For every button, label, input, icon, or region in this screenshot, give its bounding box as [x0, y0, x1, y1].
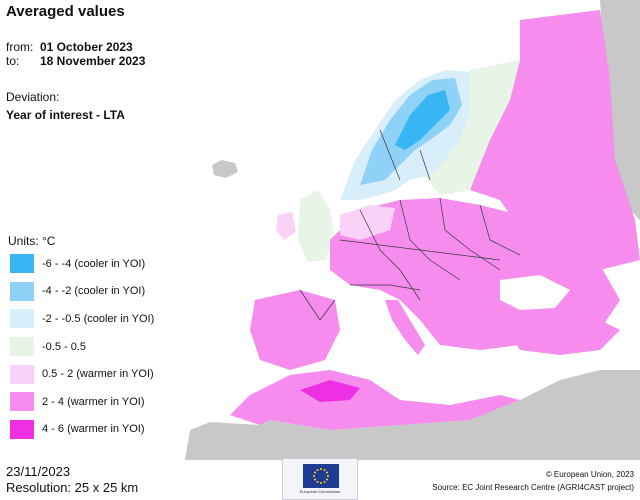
- issue-date: 23/11/2023: [6, 464, 71, 479]
- uk: [298, 190, 335, 262]
- legend-item: -2 - -0.5 (cooler in YOI): [10, 305, 154, 333]
- ec-logo: European Commission: [282, 458, 358, 500]
- black-sea: [500, 275, 570, 310]
- map-title: Averaged values: [6, 3, 125, 20]
- period-to: to: 18 November 2023: [6, 54, 145, 68]
- legend-label: -2 - -0.5 (cooler in YOI): [42, 312, 155, 325]
- source: Source: EC Joint Research Centre (AGRI4C…: [432, 483, 634, 492]
- copyright: © European Union, 2023: [545, 470, 634, 479]
- legend-swatch: [10, 309, 34, 329]
- legend-item: 2 - 4 (warmer in YOI): [10, 388, 154, 416]
- legend-item: 4 - 6 (warmer in YOI): [10, 416, 154, 444]
- legend-swatch: [10, 392, 34, 412]
- italy: [385, 300, 425, 355]
- legend-swatch: [10, 281, 34, 301]
- from-value: 01 October 2023: [40, 40, 133, 54]
- region-central-pale: [340, 205, 395, 240]
- legend-swatch: [10, 419, 34, 439]
- deviation-value: Year of interest - LTA: [6, 108, 125, 122]
- legend-item: -0.5 - 0.5: [10, 333, 154, 361]
- legend-item: -6 - -4 (cooler in YOI): [10, 250, 154, 278]
- from-label: from:: [6, 40, 34, 54]
- legend-item: -4 - -2 (cooler in YOI): [10, 278, 154, 306]
- region-east-warm: [470, 10, 640, 270]
- legend-label: -0.5 - 0.5: [42, 340, 87, 353]
- ireland: [276, 212, 296, 240]
- no-data-land-south: [185, 370, 640, 460]
- legend-label: -4 - -2 (cooler in YOI): [42, 285, 146, 298]
- legend-label: 2 - 4 (warmer in YOI): [42, 395, 145, 408]
- iceland: [212, 160, 238, 178]
- legend-label: -6 - -4 (cooler in YOI): [42, 257, 146, 270]
- legend-label: 0.5 - 2 (warmer in YOI): [42, 368, 154, 381]
- europe-map: [185, 0, 640, 460]
- period-from: from: 01 October 2023: [6, 40, 133, 54]
- country-borders: [299, 129, 521, 321]
- legend-swatch: [10, 337, 34, 357]
- iberia: [250, 290, 340, 370]
- to-label: to:: [6, 54, 20, 68]
- legend-swatch: [10, 364, 34, 384]
- north-africa-hot: [300, 380, 360, 402]
- region-northwest-russia: [420, 60, 520, 195]
- legend-units: Units: °C: [8, 234, 56, 248]
- turkey: [500, 310, 620, 355]
- legend-swatch: [10, 254, 34, 274]
- scandinavia-coldest: [395, 90, 450, 150]
- to-value: 18 November 2023: [40, 54, 146, 68]
- legend: -6 - -4 (cooler in YOI) -4 - -2 (cooler …: [10, 250, 154, 443]
- legend-label: 4 - 6 (warmer in YOI): [42, 423, 145, 436]
- resolution: Resolution: 25 x 25 km: [6, 480, 139, 495]
- eu-flag-icon: [303, 464, 339, 488]
- logo-text: European Commission: [299, 489, 341, 494]
- north-africa: [230, 370, 520, 430]
- deviation-label: Deviation:: [6, 90, 60, 104]
- no-data-land-east: [600, 0, 640, 220]
- legend-item: 0.5 - 2 (warmer in YOI): [10, 360, 154, 388]
